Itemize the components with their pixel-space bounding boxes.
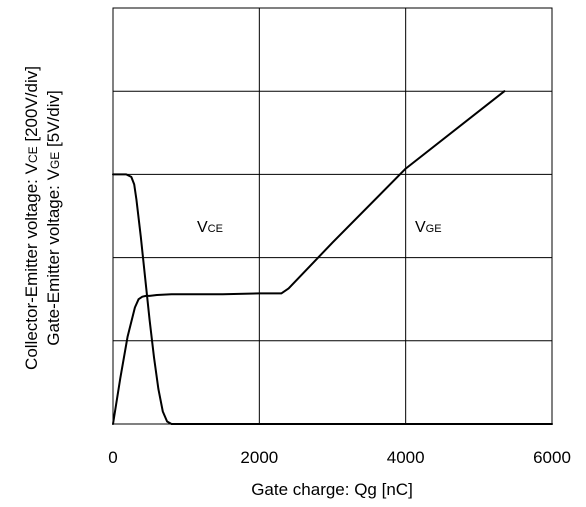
x-tick-label: 0: [108, 448, 117, 467]
x-tick-label: 2000: [240, 448, 278, 467]
x-tick-labels: 0 2000 4000 6000: [108, 448, 571, 467]
vce-curve: [112, 173, 553, 425]
vge-curve: [112, 90, 506, 425]
vce-curve-label: VCE: [197, 219, 223, 236]
series-layer: [112, 90, 553, 425]
x-tick-label: 6000: [533, 448, 571, 467]
plot-background: [113, 8, 552, 424]
x-axis-title: Gate charge: Qg [nC]: [251, 480, 413, 499]
x-tick-label: 4000: [387, 448, 425, 467]
grid-lines: [113, 8, 552, 424]
y-axis-title-line1: Collector-Emitter voltage: VCE [200V/div…: [22, 66, 41, 370]
vge-curve-label: VGE: [415, 219, 442, 236]
y-axis-title-line2: Gate-Emitter voltage: VGE [5V/div]: [44, 90, 63, 345]
